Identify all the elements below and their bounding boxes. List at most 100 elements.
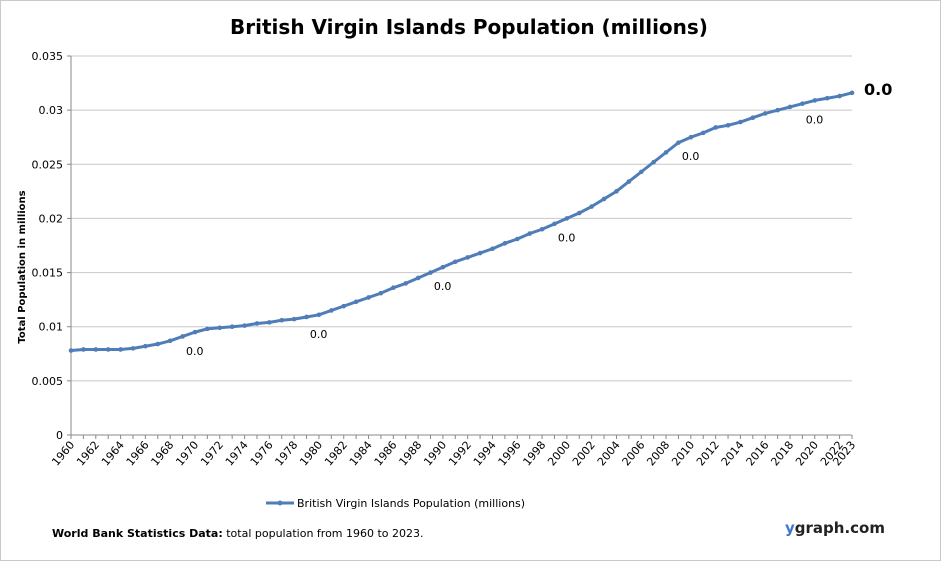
data-point[interactable] (849, 90, 855, 96)
x-tick-label: 1984 (347, 439, 375, 469)
y-tick-label: 0.01 (39, 321, 64, 334)
data-point[interactable] (514, 236, 520, 242)
x-tick-label: 2016 (744, 439, 772, 469)
data-point[interactable] (105, 347, 111, 352)
data-point[interactable] (837, 93, 842, 99)
data-point[interactable] (738, 119, 743, 125)
x-tick-label: 1998 (520, 439, 548, 469)
data-point[interactable] (353, 299, 359, 305)
x-tick-label: 1976 (248, 439, 276, 469)
y-tick-label: 0 (56, 429, 63, 442)
data-point[interactable] (192, 329, 198, 335)
legend-label: British Virgin Islands Population (milli… (297, 497, 525, 510)
data-point[interactable] (205, 326, 210, 332)
x-tick-label: 1962 (74, 439, 102, 469)
data-point[interactable] (329, 308, 334, 313)
data-point[interactable] (428, 270, 433, 275)
x-tick-label: 2006 (620, 439, 648, 469)
data-point[interactable] (304, 314, 309, 320)
data-point[interactable] (725, 123, 731, 128)
x-tick-label: 2014 (719, 439, 747, 469)
x-tick-label: 1988 (396, 439, 424, 469)
x-tick-label: 1986 (372, 439, 400, 469)
data-point[interactable] (403, 281, 409, 286)
data-point[interactable] (564, 216, 570, 221)
data-point[interactable] (440, 264, 446, 270)
data-point[interactable] (93, 347, 99, 352)
data-label: 0.0 (682, 150, 700, 163)
data-point[interactable] (663, 150, 669, 155)
data-label: 0.0 (558, 231, 576, 244)
axes: 00.0050.010.0150.020.0250.030.0351960196… (32, 50, 859, 468)
data-point[interactable] (713, 125, 718, 130)
data-point[interactable] (130, 346, 136, 351)
data-point[interactable] (155, 341, 161, 347)
data-point[interactable] (229, 324, 235, 330)
data-point[interactable] (167, 338, 173, 344)
data-point[interactable] (552, 221, 557, 227)
data-label: 0.0 (186, 345, 204, 358)
data-point[interactable] (527, 231, 532, 236)
data-point[interactable] (279, 317, 285, 323)
data-point[interactable] (800, 101, 805, 106)
data-point[interactable] (787, 104, 793, 110)
data-point[interactable] (415, 275, 421, 281)
x-tick-label: 1992 (446, 439, 474, 469)
data-point[interactable] (477, 250, 483, 256)
x-tick-label: 1968 (149, 439, 177, 469)
data-point[interactable] (68, 348, 74, 353)
data-point[interactable] (366, 295, 371, 300)
data-point[interactable] (638, 169, 644, 175)
chart-title: British Virgin Islands Population (milli… (230, 15, 708, 39)
y-tick-label: 0.015 (32, 267, 64, 280)
data-point[interactable] (539, 226, 545, 232)
data-point[interactable] (688, 134, 694, 140)
data-point[interactable] (453, 259, 458, 265)
data-point[interactable] (651, 159, 656, 165)
data-point[interactable] (341, 303, 347, 309)
data-point[interactable] (676, 140, 681, 145)
data-point[interactable] (502, 241, 508, 246)
data-point[interactable] (217, 325, 223, 331)
data-point[interactable] (626, 179, 632, 184)
data-point[interactable] (143, 343, 148, 349)
x-tick-label: 1996 (496, 439, 524, 469)
x-tick-label: 1978 (272, 439, 300, 469)
data-label: 0.0 (434, 280, 452, 293)
data-point[interactable] (576, 210, 582, 216)
data-point[interactable] (242, 323, 247, 328)
data-point[interactable] (601, 196, 607, 202)
data-point[interactable] (750, 115, 756, 121)
x-tick-label: 2002 (570, 439, 598, 469)
brand-logo[interactable]: ygraph.com (785, 519, 885, 537)
x-tick-label: 1974 (223, 439, 251, 469)
legend-marker (277, 500, 283, 506)
data-point[interactable] (118, 347, 123, 352)
x-tick-label: 1964 (99, 439, 127, 469)
data-point[interactable] (614, 189, 619, 194)
data-point[interactable] (180, 334, 185, 339)
data-point[interactable] (267, 320, 272, 325)
source-text: total population from 1960 to 2023. (222, 527, 424, 540)
data-point[interactable] (812, 98, 818, 103)
data-point[interactable] (762, 111, 768, 116)
data-point[interactable] (316, 312, 322, 318)
data-point[interactable] (254, 321, 260, 326)
y-tick-label: 0.03 (39, 104, 64, 117)
data-point[interactable] (775, 107, 780, 113)
data-point[interactable] (391, 285, 396, 291)
data-point[interactable] (490, 246, 495, 252)
data-point[interactable] (81, 347, 86, 352)
x-tick-label: 1982 (322, 439, 350, 469)
data-point[interactable] (378, 290, 384, 296)
y-tick-label: 0.035 (32, 50, 64, 63)
legend[interactable]: British Virgin Islands Population (milli… (266, 497, 525, 510)
data-point[interactable] (291, 316, 297, 322)
data-point[interactable] (824, 95, 830, 101)
data-point[interactable] (700, 130, 706, 136)
x-tick-label: 1970 (173, 439, 201, 469)
source-label: World Bank Statistics Data: (52, 527, 223, 540)
data-point[interactable] (589, 204, 594, 209)
x-tick-label: 2000 (545, 439, 573, 469)
data-point[interactable] (465, 255, 470, 260)
